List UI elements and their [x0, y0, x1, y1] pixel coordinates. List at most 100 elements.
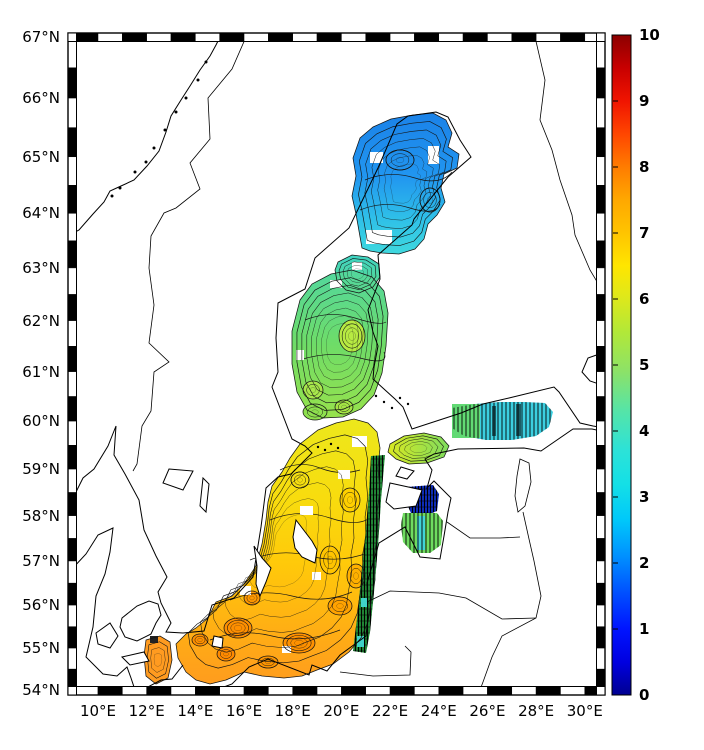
contour-line: [143, 635, 173, 685]
contour-line: [294, 640, 304, 646]
region-gulf-of-finland-west: [388, 433, 449, 464]
frame-checker-segment: [67, 320, 77, 347]
dense-contour-block: [516, 404, 521, 436]
border-estonia-latvia: [446, 521, 521, 539]
contour-line: [257, 655, 279, 669]
contour-line: [216, 646, 236, 662]
contour-line: [336, 603, 344, 609]
lat-tick-label: 62°N: [22, 311, 60, 330]
frame-checker-segment: [170, 32, 196, 42]
lake-peipus: [514, 458, 532, 513]
colorbar: [611, 34, 632, 696]
lon-tick-label: 16°E: [225, 702, 263, 720]
contour-line: [385, 149, 415, 171]
frame-checker-segment: [596, 647, 606, 670]
contour-line: [212, 466, 344, 637]
frame-checker-segment: [67, 97, 77, 128]
contour-line: [387, 432, 450, 465]
region-aland-sea: [303, 404, 327, 420]
frame-checker-segment: [487, 32, 513, 42]
contour-line: [150, 647, 166, 673]
contour-line: [326, 323, 354, 365]
frame-checker-segment: [67, 582, 77, 606]
contour-line: [293, 474, 306, 486]
border-kaliningrad: [339, 645, 412, 677]
dense-contour-block: [150, 636, 158, 643]
contour-line: [364, 129, 447, 238]
region-baltic-proper: [176, 419, 380, 684]
frame-checker-segment: [389, 32, 415, 42]
lat-tick-label: 58°N: [22, 506, 60, 525]
contour-spot: [320, 546, 340, 574]
frame-checker-segment: [67, 267, 77, 295]
frame-checker-segment: [596, 156, 606, 186]
map-frame-inner: [76, 41, 597, 687]
lat-tick-label: 66°N: [22, 89, 60, 108]
frame-checker-segment: [67, 647, 77, 670]
frame-checker-segment: [596, 346, 606, 372]
contour-squiggle: [269, 513, 373, 523]
frame-checker-segment: [292, 32, 318, 42]
frame-checker-segment: [73, 32, 99, 42]
contour-line: [358, 121, 453, 246]
island-zealand: [119, 600, 162, 642]
island-hiiumaa: [395, 466, 415, 480]
contour-line: [346, 563, 366, 589]
contour-line: [286, 635, 312, 651]
contour-squiggle: [359, 203, 441, 212]
contour-line: [342, 261, 373, 287]
frame-checker-segment: [596, 560, 606, 584]
colorbar-tick-label: 6: [639, 290, 650, 308]
region-archipelago-sea: [335, 400, 353, 414]
frame-checker-segment: [596, 294, 606, 321]
frame-checker-segment: [97, 32, 123, 42]
contour-line: [383, 155, 428, 212]
lat-tick-label: 56°N: [22, 596, 60, 615]
lon-tick-label: 12°E: [128, 702, 165, 720]
frame-checker-segment: [438, 686, 464, 696]
colorbar-tick-label: 2: [639, 554, 650, 572]
lat-tick-label: 59°N: [22, 460, 60, 479]
no-data-gap: [330, 280, 342, 288]
contour-line: [390, 163, 421, 204]
contour-line: [246, 593, 258, 603]
no-data-gap: [296, 350, 304, 360]
frame-checker-segment: [596, 492, 606, 516]
contour-spot: [339, 320, 365, 352]
island-saaremaa: [385, 482, 423, 510]
lat-tick-label: 65°N: [22, 147, 60, 166]
map-frame-outer: [67, 32, 606, 696]
frame-checker-segment: [67, 538, 77, 562]
contour-line: [224, 482, 332, 621]
border-norway-sweden: [132, 42, 245, 472]
frame-checker-segment: [596, 445, 606, 470]
lon-tick-label: 18°E: [274, 702, 311, 720]
frame-checker-segment: [67, 213, 77, 242]
finnish-archipelago-islands: [374, 394, 410, 410]
contour-line: [302, 403, 328, 421]
contour-line: [346, 265, 369, 283]
contour-line: [290, 471, 310, 489]
frame-checker-segment: [146, 32, 172, 42]
contour-squiggle: [364, 171, 453, 182]
contour-line: [419, 187, 441, 213]
island-lolland: [121, 651, 150, 666]
frame-checker-segment: [67, 396, 77, 422]
lon-tick-label: 22°E: [372, 702, 409, 720]
frame-checker-segment: [535, 686, 561, 696]
frame-checker-segment: [195, 32, 220, 42]
contour-line: [282, 632, 316, 654]
frame-checker-segment: [170, 686, 196, 696]
contour-line: [302, 380, 324, 400]
frame-checker-segment: [67, 346, 77, 372]
frame-checker-segment: [67, 156, 77, 186]
cyan-fleck: [357, 636, 364, 647]
colorbar-tick-label: 9: [639, 92, 650, 110]
contour-line: [323, 550, 337, 570]
frame-checker-segment: [268, 686, 293, 696]
frame-checker-segment: [97, 686, 123, 696]
frame-checker-segment: [560, 686, 586, 696]
frame-checker-segment: [67, 185, 77, 214]
lat-tick-label: 54°N: [22, 681, 60, 699]
contour-line: [223, 651, 229, 657]
